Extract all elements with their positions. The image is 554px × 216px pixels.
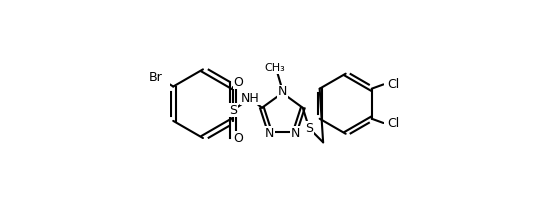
Text: O: O — [233, 76, 243, 89]
Text: Cl: Cl — [387, 78, 399, 91]
Text: S: S — [229, 104, 237, 117]
Text: N: N — [265, 127, 274, 140]
Text: N: N — [278, 85, 287, 98]
Text: CH₃: CH₃ — [264, 63, 285, 73]
Text: N: N — [290, 127, 300, 140]
Text: O: O — [233, 132, 243, 145]
Text: Cl: Cl — [387, 116, 399, 130]
Text: S: S — [305, 122, 313, 135]
Text: Br: Br — [148, 71, 162, 84]
Text: NH: NH — [241, 92, 259, 105]
